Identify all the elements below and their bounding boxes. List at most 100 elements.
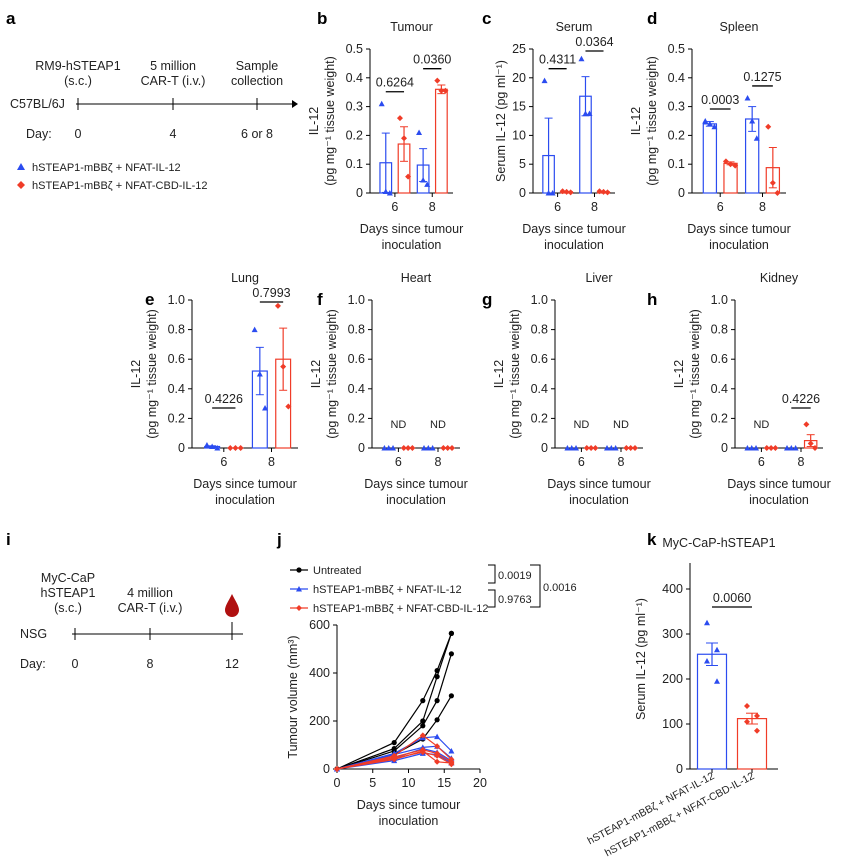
triangle-point xyxy=(378,100,385,107)
x-tick-label: 20 xyxy=(473,776,487,790)
panel-letter-f: f xyxy=(317,290,323,309)
triangle-point xyxy=(425,445,432,451)
p-value: 0.1275 xyxy=(743,70,781,84)
triangle-point xyxy=(386,190,393,196)
y-axis-label: IL-12 xyxy=(309,360,323,389)
y-tick-label: 0.4 xyxy=(531,382,548,396)
triangle-point xyxy=(420,177,427,183)
panel-h: Kidney 0 0.2 0.4 0.6 0.8 1.0 IL-12 (pg mg⁻¹ tiss… xyxy=(672,271,831,507)
diamond-point xyxy=(769,179,776,186)
x-axis-label: Days since tumour xyxy=(727,477,831,491)
y-axis-label: IL-12 xyxy=(629,107,643,136)
diamond-point xyxy=(803,421,810,428)
diamond-point xyxy=(583,445,590,451)
x-axis-label: Days since tumour xyxy=(360,222,464,236)
y-tick-label: 400 xyxy=(662,582,683,596)
event-day: 0 xyxy=(75,127,82,141)
y-tick-label: 200 xyxy=(662,672,683,686)
y-tick-label: 0 xyxy=(541,441,548,455)
y-tick-label: 0.4 xyxy=(346,71,363,85)
triangle-point xyxy=(424,181,431,187)
x-tick-label: 8 xyxy=(759,200,766,214)
diamond-point xyxy=(409,445,416,451)
y-tick-label: 200 xyxy=(309,714,330,728)
x-tick-label: 6 xyxy=(391,200,398,214)
y-axis-label: (pg mg⁻¹ tissue weight) xyxy=(508,309,522,439)
panel-k: MyC-CaP-hSTEAP1 0 100 200 300 400 Serum IL-12 … xyxy=(586,536,778,857)
y-axis-label: Serum IL-12 (pg ml⁻¹) xyxy=(494,60,508,182)
x-axis-label: inoculation xyxy=(379,814,439,828)
bar xyxy=(434,88,448,194)
triangle-point xyxy=(381,445,388,451)
y-tick-label: 10 xyxy=(512,128,526,142)
nd-label: ND xyxy=(613,419,629,431)
triangle-point xyxy=(564,445,571,451)
event-label: (s.c.) xyxy=(64,74,92,88)
diamond-point xyxy=(765,123,772,130)
legend-marker xyxy=(296,567,302,573)
x-tick-label: 6 xyxy=(578,455,585,469)
triangle-point xyxy=(568,445,575,451)
x-tick-label: 5 xyxy=(369,776,376,790)
stat-bracket xyxy=(488,564,496,584)
diamond-point xyxy=(627,445,634,451)
p-value: 0.7993 xyxy=(252,286,290,300)
diamond-point xyxy=(600,188,607,195)
stat-bracket xyxy=(530,564,541,608)
x-tick-label: 8 xyxy=(429,200,436,214)
p-value: 0.9763 xyxy=(498,594,532,606)
event-label: 4 million xyxy=(127,586,173,600)
triangle-point xyxy=(573,445,580,451)
triangle-point xyxy=(753,445,760,451)
triangle-point xyxy=(714,646,720,653)
triangle-point xyxy=(702,118,709,124)
x-axis-label: Days since tumour xyxy=(357,798,461,812)
nd-label: ND xyxy=(430,419,446,431)
triangle-point xyxy=(582,110,589,117)
triangle-point xyxy=(792,445,799,451)
scheme-i: NSG Day: 0 8 12 MyC-CaP hSTEAP1 (s.c.) 4… xyxy=(20,571,243,671)
diamond-point xyxy=(811,445,818,451)
p-value: 0.0364 xyxy=(575,35,613,49)
y-tick-label: 1.0 xyxy=(711,293,728,307)
chart-title: Spleen xyxy=(720,20,759,34)
circle-point xyxy=(420,698,426,704)
legend-entry: hSTEAP1-mBBζ + NFAT-CBD-IL-12 xyxy=(313,603,489,615)
event-label: Sample xyxy=(236,59,278,73)
circle-point xyxy=(448,693,454,699)
y-tick-label: 0.5 xyxy=(346,42,363,56)
triangle-point xyxy=(385,445,392,451)
triangle-point xyxy=(448,748,455,754)
p-value: 0.0016 xyxy=(543,582,577,594)
y-tick-label: 0 xyxy=(356,186,363,200)
y-tick-label: 0 xyxy=(323,762,330,776)
diamond-point xyxy=(442,87,449,94)
x-tick-label: hSTEAP1-mBBζ + NFAT-CBD-IL-12 xyxy=(603,770,757,857)
y-tick-label: 0 xyxy=(178,441,185,455)
diamond-point xyxy=(631,445,638,451)
diamond-point xyxy=(401,135,408,142)
y-axis-label: Tumour volume (mm³) xyxy=(286,635,300,758)
diamond-point xyxy=(774,190,781,196)
diamond-point xyxy=(232,445,239,451)
diamond-point xyxy=(768,445,775,451)
y-tick-label: 1.0 xyxy=(168,293,185,307)
strain-label: C57BL/6J xyxy=(10,97,65,111)
panel-f: Heart 0 0.2 0.4 0.6 0.8 1.0 IL-12 (pg mg⁻¹ tissu… xyxy=(309,271,468,507)
event-label: CAR-T (i.v.) xyxy=(141,74,206,88)
triangle-point xyxy=(251,326,258,333)
diamond-point xyxy=(754,727,760,734)
diamond-point xyxy=(754,712,760,719)
x-axis-label: Days since tumour xyxy=(193,477,297,491)
panel-letter-e: e xyxy=(145,290,154,309)
y-tick-label: 0.1 xyxy=(346,157,363,171)
circle-point xyxy=(391,740,397,746)
event-day: 12 xyxy=(225,657,239,671)
y-tick-label: 0.1 xyxy=(668,157,685,171)
x-tick-label: 15 xyxy=(437,776,451,790)
x-tick-label: 6 xyxy=(717,200,724,214)
y-tick-label: 0.8 xyxy=(168,323,185,337)
triangle-point xyxy=(214,445,221,451)
event-label: RM9-hSTEAP1 xyxy=(35,59,120,73)
